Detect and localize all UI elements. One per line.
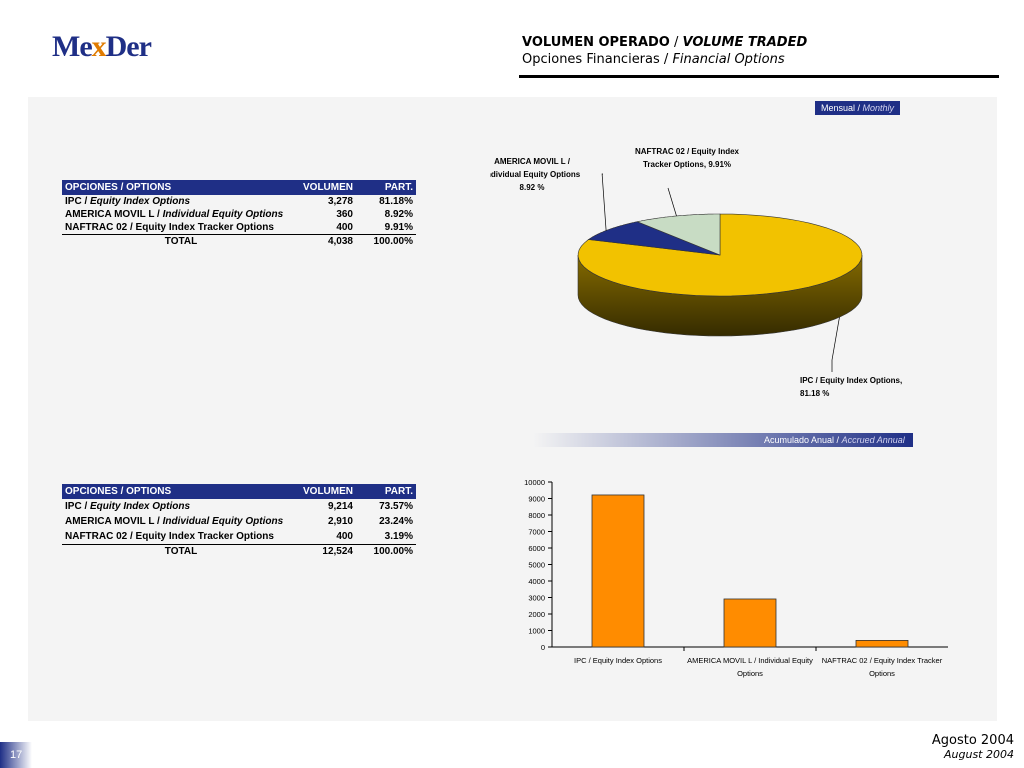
x-tick-label: AMERICA MOVIL L / Individual Equity xyxy=(687,656,813,665)
col-volume-header: VOLUMEN xyxy=(300,180,356,195)
table-header-row: OPCIONES / OPTIONS VOLUMEN PART. xyxy=(62,484,416,499)
col-options-header: OPCIONES / OPTIONS xyxy=(62,484,300,499)
col-volume-header: VOLUMEN xyxy=(300,484,356,499)
monthly-pie-chart: IPC / Equity Index Options, 81.18 % AMERIC… xyxy=(490,147,902,398)
table-header-row: OPCIONES / OPTIONS VOLUMEN PART. xyxy=(62,180,416,195)
y-tick-label: 9000 xyxy=(528,495,545,504)
table-total-row: TOTAL 12,524 100.00% xyxy=(62,544,416,558)
y-tick-label: 1000 xyxy=(528,627,545,636)
pie-data-label: IPC / Equity Index Options, xyxy=(800,376,902,385)
mexder-logo: MexDer xyxy=(52,30,152,63)
y-tick-label: 10000 xyxy=(524,478,545,487)
y-tick-label: 8000 xyxy=(528,511,545,520)
row-name: NAFTRAC 02 / Equity Index Tracker Option… xyxy=(62,221,300,235)
pie-slice xyxy=(636,213,721,256)
pie-leader-line xyxy=(831,317,840,372)
date-en: August 2004 xyxy=(944,748,1014,761)
row-part: 3.19% xyxy=(356,529,416,545)
page-number: 17 xyxy=(0,742,32,768)
row-volume: 2,910 xyxy=(327,516,353,527)
bar xyxy=(855,639,909,648)
pie-data-label: 8.92 % xyxy=(520,183,545,192)
table-row: AMERICA MOVIL L / Individual Equity Opti… xyxy=(62,208,416,221)
annual-options-table: OPCIONES / OPTIONS VOLUMEN PART. IPC / E… xyxy=(62,484,416,558)
x-tick-label: Options xyxy=(869,669,895,678)
annual-tag-bar xyxy=(533,433,913,447)
row-volume: 3,278 xyxy=(327,196,353,207)
total-volume: 12,524 xyxy=(300,544,356,558)
table-row: NAFTRAC 02 / Equity Index Tracker Option… xyxy=(62,529,416,545)
row-name: AMERICA MOVIL L / Individual Equity Opti… xyxy=(65,209,284,220)
pie-slice xyxy=(587,221,721,256)
row-name: IPC / Equity Index Options xyxy=(65,196,191,207)
date-es: Agosto 2004 xyxy=(931,733,1014,748)
row-volume: 400 xyxy=(300,529,356,545)
pie-leader-line xyxy=(601,173,607,231)
row-part: 73.57% xyxy=(379,501,413,512)
row-volume: 360 xyxy=(336,209,353,220)
monthly-options-table: OPCIONES / OPTIONS VOLUMEN PART. IPC / E… xyxy=(62,180,416,248)
pie-data-label: Individual Equity Options xyxy=(490,170,581,179)
row-name: IPC / Equity Index Options xyxy=(65,501,191,512)
row-part: 23.24% xyxy=(379,516,413,527)
x-tick-label: Options xyxy=(737,669,763,678)
table-row: AMERICA MOVIL L / Individual Equity Opti… xyxy=(62,514,416,529)
page-title: VOLUMEN OPERADO / VOLUME TRADED xyxy=(522,35,808,50)
row-part: 9.91% xyxy=(356,221,416,235)
table-total-row: TOTAL 4,038 100.00% xyxy=(62,234,416,248)
total-part: 100.00% xyxy=(356,234,416,248)
annual-tag: Acumulado Anual / Accrued Annual xyxy=(764,435,905,445)
content-panel xyxy=(28,97,997,721)
report-date: Agosto 2004 August 2004 xyxy=(932,733,1014,761)
header-rule xyxy=(519,75,999,78)
y-tick-label: 7000 xyxy=(528,528,545,537)
y-tick-label: 6000 xyxy=(528,544,545,553)
annual-bar-chart: 0 1000 2000 3000 4000 5000 6000 7000 8000 9000 100… xyxy=(524,478,948,678)
table-row: IPC / Equity Index Options 9,214 73.57% xyxy=(62,499,416,514)
monthly-tag: Mensual / Monthly xyxy=(815,101,901,115)
pie-data-label: Tracker Options, 9.91% xyxy=(643,160,731,169)
bar xyxy=(591,494,645,648)
page-header: VOLUMEN OPERADO / VOLUME TRADED Opciones… xyxy=(522,35,807,68)
col-part-header: PART. xyxy=(356,484,416,499)
row-part: 81.18% xyxy=(379,196,413,207)
total-volume: 4,038 xyxy=(300,234,356,248)
pie-data-label: NAFTRAC 02 / Equity Index xyxy=(635,147,740,156)
col-options-header: OPCIONES / OPTIONS xyxy=(62,180,300,195)
table-row: IPC / Equity Index Options 3,278 81.18% xyxy=(62,195,416,208)
pie-data-label: 81.18 % xyxy=(800,389,829,398)
col-part-header: PART. xyxy=(356,180,416,195)
y-tick-label: 0 xyxy=(541,643,545,652)
x-tick-label: NAFTRAC 02 / Equity Index Tracker xyxy=(822,656,943,665)
row-name: AMERICA MOVIL L / Individual Equity Opti… xyxy=(65,516,284,527)
pie-leader-line xyxy=(667,187,677,217)
row-part: 8.92% xyxy=(384,209,413,220)
y-tick-label: 5000 xyxy=(528,561,545,570)
y-tick-label: 4000 xyxy=(528,577,545,586)
y-tick-label: 3000 xyxy=(528,594,545,603)
table-row: NAFTRAC 02 / Equity Index Tracker Option… xyxy=(62,221,416,235)
bar xyxy=(723,598,777,648)
x-tick-label: IPC / Equity Index Options xyxy=(574,656,662,665)
row-name: NAFTRAC 02 / Equity Index Tracker Option… xyxy=(62,529,300,545)
total-label: TOTAL xyxy=(62,234,300,248)
y-tick-label: 2000 xyxy=(528,610,545,619)
pie-data-label: AMERICA MOVIL L / xyxy=(494,157,571,166)
total-label: TOTAL xyxy=(62,544,300,558)
page-subtitle: Opciones Financieras / Financial Options xyxy=(522,52,785,67)
total-part: 100.00% xyxy=(356,544,416,558)
row-volume: 400 xyxy=(300,221,356,235)
row-volume: 9,214 xyxy=(327,501,353,512)
